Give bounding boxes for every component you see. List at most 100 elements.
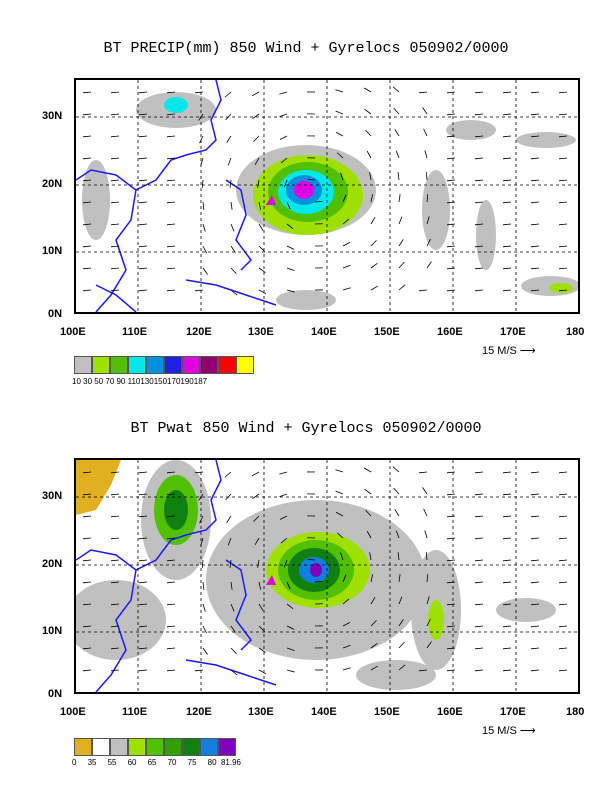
wind-arrow bbox=[370, 574, 374, 583]
wind-arrow bbox=[530, 201, 540, 204]
wind-arrow bbox=[392, 466, 400, 473]
wind-arrow bbox=[335, 131, 344, 137]
wind-arrow bbox=[194, 91, 204, 94]
wind-arrow bbox=[335, 469, 344, 473]
wind-arrow bbox=[394, 129, 400, 137]
wind-arrow bbox=[530, 157, 540, 160]
wind-arrow bbox=[230, 625, 236, 633]
wind-arrow bbox=[286, 647, 295, 651]
wind-arrow bbox=[252, 493, 260, 499]
wind-arrow bbox=[502, 91, 512, 94]
lon-label: 120E bbox=[186, 706, 212, 718]
wind-arrow bbox=[558, 135, 568, 138]
gyre-marker bbox=[266, 195, 276, 205]
wind-arrow bbox=[279, 135, 288, 140]
wind-arrow bbox=[558, 201, 568, 204]
wind-arrow bbox=[342, 242, 351, 247]
wind-arrow bbox=[398, 284, 406, 291]
wind-arrow bbox=[201, 179, 204, 188]
wind-arrow bbox=[202, 223, 206, 232]
wind-arrow bbox=[110, 647, 120, 650]
wind-arrow bbox=[340, 552, 344, 561]
wind-arrow bbox=[258, 245, 265, 252]
gyre-marker bbox=[266, 575, 276, 585]
colorbar-swatch bbox=[74, 738, 92, 756]
wind-arrow bbox=[446, 625, 456, 628]
wind-arrow bbox=[342, 194, 347, 203]
wind-arrow bbox=[342, 574, 347, 583]
wind-arrow bbox=[502, 179, 512, 182]
wind-arrow bbox=[286, 581, 291, 590]
wind-arrow bbox=[558, 625, 568, 628]
wind-arrow bbox=[446, 515, 456, 518]
panel1-map-svg bbox=[76, 80, 578, 312]
lon-label: 160E bbox=[437, 326, 463, 338]
wind-arrow bbox=[398, 641, 405, 649]
wind-arrow bbox=[258, 603, 264, 611]
wind-arrow bbox=[558, 113, 568, 116]
wind-arrow bbox=[230, 647, 237, 655]
colorbar-swatch bbox=[200, 738, 218, 756]
wind-arrow bbox=[530, 135, 540, 138]
colorbar-swatch bbox=[146, 356, 164, 374]
wind-arrow bbox=[530, 223, 540, 226]
wind-arrow bbox=[230, 201, 233, 210]
colorbar-2 bbox=[74, 738, 236, 756]
wind-arrow bbox=[558, 669, 568, 672]
wind-arrow bbox=[280, 157, 288, 164]
wind-arrow bbox=[530, 515, 540, 518]
wind-arrow bbox=[394, 509, 400, 517]
wind-arrow bbox=[370, 665, 379, 671]
wind-arrow bbox=[138, 515, 148, 518]
wind-arrow bbox=[342, 644, 351, 649]
wind-arrow bbox=[530, 581, 540, 584]
wind-arrow bbox=[110, 179, 120, 182]
wind-arrow bbox=[398, 664, 406, 671]
wind-arrow bbox=[138, 581, 148, 584]
wind-arrow bbox=[530, 493, 540, 496]
wind-arrow bbox=[558, 471, 568, 474]
wind-arrow bbox=[82, 559, 92, 562]
wind-arrow bbox=[110, 245, 120, 248]
wind-arrow bbox=[82, 493, 92, 496]
wind-arrow bbox=[370, 620, 377, 627]
wind-arrow bbox=[286, 245, 295, 250]
wind-arrow bbox=[426, 194, 429, 203]
wind-arrow bbox=[335, 511, 344, 517]
wind-arrow bbox=[194, 289, 204, 292]
wind-arrow bbox=[110, 581, 120, 584]
wind-arrow bbox=[446, 113, 456, 116]
wind-arrow bbox=[82, 201, 92, 204]
wind-arrow bbox=[530, 471, 540, 474]
panel2-map-svg bbox=[76, 460, 578, 692]
wind-arrow bbox=[279, 515, 288, 520]
wind-arrow bbox=[110, 157, 120, 160]
wind-arrow bbox=[202, 245, 207, 254]
wind-arrow bbox=[138, 91, 148, 94]
wind-arrow bbox=[446, 537, 456, 540]
wind-arrow bbox=[395, 150, 400, 159]
wind-arrow bbox=[474, 603, 484, 606]
wind-arrow bbox=[286, 625, 295, 630]
lat-label-10n: 10N bbox=[42, 625, 63, 637]
wind-arrow bbox=[335, 89, 344, 93]
wind-arrow bbox=[258, 581, 262, 590]
wind-arrow bbox=[423, 508, 428, 517]
wind-arrow bbox=[227, 157, 232, 166]
wind-arrow bbox=[392, 86, 400, 93]
wind-arrow bbox=[258, 267, 266, 273]
wind-arrow bbox=[558, 603, 568, 606]
wind-arrow bbox=[286, 223, 294, 230]
wind-arrow bbox=[502, 603, 512, 606]
precip-storm bbox=[164, 97, 573, 293]
wind-arrow bbox=[558, 537, 568, 540]
wind-arrow bbox=[166, 581, 176, 584]
wind-arrow bbox=[370, 194, 374, 203]
wind-arrow bbox=[474, 581, 484, 584]
wind-arrow bbox=[82, 471, 92, 474]
lon-label: 170E bbox=[500, 326, 526, 338]
wind-arrow bbox=[110, 559, 120, 562]
wind-arrow bbox=[474, 245, 484, 248]
wind-arrow bbox=[110, 669, 120, 672]
wind-arrow bbox=[530, 647, 540, 650]
